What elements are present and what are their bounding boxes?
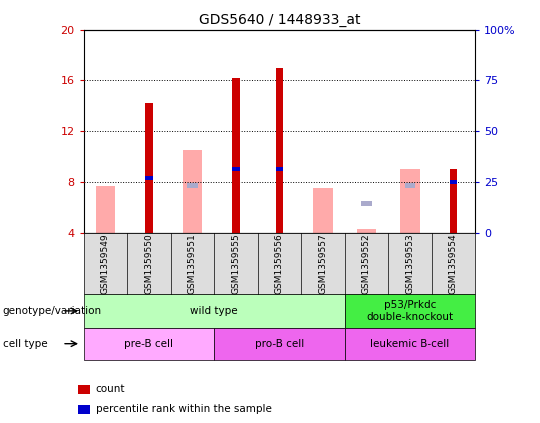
Text: percentile rank within the sample: percentile rank within the sample xyxy=(96,404,272,415)
Title: GDS5640 / 1448933_at: GDS5640 / 1448933_at xyxy=(199,13,360,27)
Text: GSM1359554: GSM1359554 xyxy=(449,233,458,294)
Bar xyxy=(232,78,240,233)
Text: p53/Prkdc
double-knockout: p53/Prkdc double-knockout xyxy=(366,300,454,322)
Text: GSM1359553: GSM1359553 xyxy=(406,233,415,294)
Bar xyxy=(183,150,202,233)
Bar xyxy=(84,233,475,294)
Bar xyxy=(214,328,345,360)
Text: GSM1359551: GSM1359551 xyxy=(188,233,197,294)
Bar xyxy=(78,385,90,394)
Bar xyxy=(400,169,420,233)
Text: count: count xyxy=(96,384,125,394)
Bar xyxy=(145,176,153,180)
Bar xyxy=(275,167,284,171)
Bar xyxy=(361,201,372,206)
Bar xyxy=(275,68,284,233)
Bar xyxy=(356,229,376,233)
Bar xyxy=(345,328,475,360)
Bar xyxy=(345,294,475,328)
Text: pre-B cell: pre-B cell xyxy=(124,339,173,349)
Text: GSM1359556: GSM1359556 xyxy=(275,233,284,294)
Bar xyxy=(96,186,115,233)
Bar xyxy=(232,167,240,171)
Text: GSM1359549: GSM1359549 xyxy=(101,233,110,294)
Text: GSM1359552: GSM1359552 xyxy=(362,233,371,294)
Bar xyxy=(187,184,198,188)
Text: GSM1359550: GSM1359550 xyxy=(145,233,153,294)
Bar xyxy=(78,405,90,414)
Text: genotype/variation: genotype/variation xyxy=(3,306,102,316)
Bar xyxy=(449,169,457,233)
Bar xyxy=(404,184,415,188)
Text: leukemic B-cell: leukemic B-cell xyxy=(370,339,450,349)
Text: pro-B cell: pro-B cell xyxy=(255,339,304,349)
Bar xyxy=(84,294,345,328)
Text: GSM1359555: GSM1359555 xyxy=(232,233,240,294)
Text: wild type: wild type xyxy=(191,306,238,316)
Bar xyxy=(313,188,333,233)
Text: cell type: cell type xyxy=(3,339,48,349)
Text: GSM1359557: GSM1359557 xyxy=(319,233,327,294)
Bar xyxy=(84,328,214,360)
Bar xyxy=(145,103,153,233)
Bar xyxy=(449,180,457,184)
